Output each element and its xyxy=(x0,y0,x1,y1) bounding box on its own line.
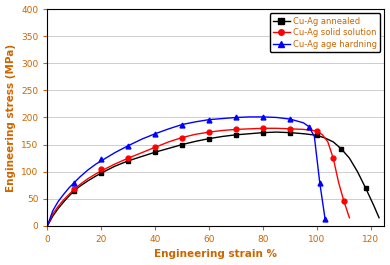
Y-axis label: Engineering stress (MPa): Engineering stress (MPa) xyxy=(5,43,16,192)
X-axis label: Engineering strain %: Engineering strain % xyxy=(154,249,277,259)
Legend: Cu-Ag annealed, Cu-Ag solid solution, Cu-Ag age hardning: Cu-Ag annealed, Cu-Ag solid solution, Cu… xyxy=(269,13,380,52)
